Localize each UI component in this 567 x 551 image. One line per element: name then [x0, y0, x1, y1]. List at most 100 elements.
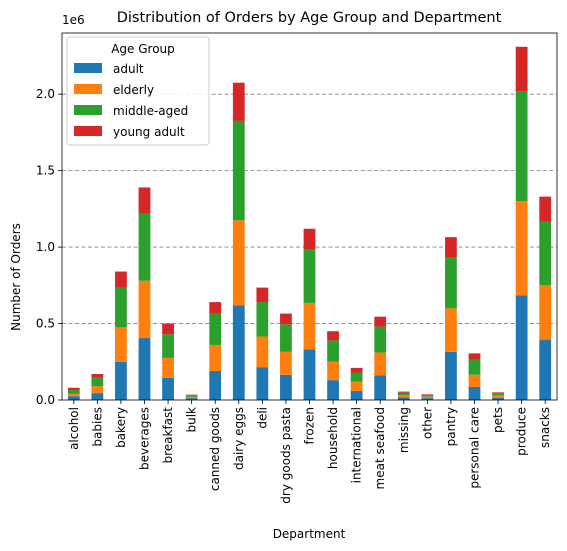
bar-segment-young-adult-beverages — [138, 187, 151, 214]
x-tick-label: pets — [491, 407, 505, 433]
bar-segment-young-adult-produce — [515, 46, 528, 92]
bar-segment-adult-dry-goods-pasta — [280, 374, 292, 400]
bar-segment-middle-aged-frozen — [303, 249, 316, 303]
bar-segment-elderly-missing — [397, 395, 410, 398]
x-tick-label: international — [350, 407, 364, 483]
x-tick-label: snacks — [538, 407, 552, 448]
bar-segment-elderly-bakery — [115, 327, 127, 362]
x-tick-label: beverages — [138, 407, 152, 470]
bar-segment-young-adult-deli — [256, 287, 269, 303]
x-tick-label: produce — [515, 407, 529, 456]
bar-segment-young-adult-alcohol — [67, 387, 80, 391]
legend: Age Group adult elderly middle-aged young a… — [66, 36, 210, 146]
bar-segment-adult-bulk — [185, 398, 198, 400]
bar-segment-young-adult-dairy-eggs — [232, 82, 245, 121]
bar-segment-middle-aged-international — [350, 372, 363, 382]
bar-segment-middle-aged-alcohol — [67, 390, 80, 394]
bar-segment-elderly-beverages — [138, 280, 151, 339]
bar-segment-elderly-deli — [256, 336, 269, 368]
x-tick-label: pantry — [444, 407, 458, 446]
bar-segment-middle-aged-personal-care — [468, 359, 481, 375]
bar-segment-elderly-international — [350, 381, 363, 391]
bar-segment-elderly-other — [421, 396, 434, 399]
bar-segment-adult-frozen — [303, 349, 316, 400]
legend-swatch — [74, 105, 102, 115]
x-axis-label: Department — [273, 527, 346, 541]
bar-segment-adult-alcohol — [67, 396, 80, 400]
y-tick-label: 0.5 — [36, 317, 55, 331]
bar-segment-middle-aged-pets — [492, 393, 504, 396]
bar-segment-middle-aged-meat-seafood — [374, 326, 387, 353]
bar-segment-middle-aged-bakery — [115, 287, 127, 328]
bar-segment-adult-dairy-eggs — [232, 305, 245, 400]
bar-segment-elderly-snacks — [539, 285, 552, 340]
bar-segment-adult-bakery — [115, 361, 127, 400]
x-axis: alcohol babies bakery beverages breakfast bul… — [67, 400, 552, 504]
bar-segment-middle-aged-bulk — [185, 395, 198, 397]
x-tick-label: dry goods pasta — [279, 407, 293, 504]
bar-segment-young-adult-household — [327, 331, 339, 341]
y-tick-label: 1.5 — [36, 164, 55, 178]
bar-segment-adult-canned-goods — [209, 370, 222, 400]
bar-segment-adult-other — [421, 398, 434, 400]
x-tick-label: missing — [397, 407, 411, 453]
legend-title: Age Group — [111, 42, 175, 56]
bar-segment-middle-aged-snacks — [539, 221, 552, 286]
bar-segment-young-adult-snacks — [539, 196, 552, 222]
y-tick-label: 2.0 — [36, 87, 55, 101]
x-tick-label: babies — [90, 407, 104, 447]
bar-segment-adult-breakfast — [162, 377, 174, 400]
bar-segment-middle-aged-breakfast — [162, 334, 174, 358]
y-axis-label: Number of Orders — [9, 223, 23, 331]
bar-segment-young-adult-meat-seafood — [374, 316, 387, 327]
y-axis: 0.0 0.5 1.0 1.5 2.0 — [36, 87, 62, 407]
bar-segment-young-adult-other — [421, 394, 434, 396]
bar-segment-adult-meat-seafood — [374, 375, 387, 400]
bar-segment-middle-aged-pantry — [445, 257, 457, 309]
legend-label: adult — [113, 62, 144, 76]
bar-segment-adult-babies — [91, 393, 104, 400]
x-tick-label: meat seafood — [373, 407, 387, 489]
bar-segment-elderly-dairy-eggs — [232, 220, 245, 306]
bar-segment-adult-international — [350, 390, 363, 400]
legend-swatch — [74, 63, 102, 73]
bar-segment-middle-aged-dry-goods-pasta — [280, 324, 292, 352]
bar-segment-adult-deli — [256, 367, 269, 400]
x-tick-label: household — [326, 407, 340, 469]
bars — [67, 46, 552, 400]
y-tick-label: 0.0 — [36, 393, 55, 407]
bar-segment-elderly-household — [327, 361, 339, 381]
bar-segment-young-adult-pets — [492, 392, 504, 394]
bar-segment-elderly-dry-goods-pasta — [280, 351, 292, 375]
bar-segment-middle-aged-beverages — [138, 213, 151, 281]
bar-segment-young-adult-missing — [397, 391, 410, 393]
x-tick-label: breakfast — [161, 407, 175, 464]
bar-segment-young-adult-pantry — [445, 237, 457, 258]
bar-segment-elderly-pets — [492, 395, 504, 398]
bar-segment-middle-aged-dairy-eggs — [232, 120, 245, 221]
bar-segment-young-adult-dry-goods-pasta — [280, 313, 292, 325]
legend-label: young adult — [113, 125, 185, 139]
x-tick-label: deli — [255, 407, 269, 429]
bar-segment-middle-aged-other — [421, 395, 434, 397]
legend-frame — [66, 36, 210, 146]
bar-segment-elderly-breakfast — [162, 357, 174, 378]
bar-segment-young-adult-babies — [91, 374, 104, 378]
bar-segment-adult-snacks — [539, 339, 552, 400]
x-tick-label: frozen — [303, 407, 317, 445]
x-tick-label: bulk — [185, 407, 199, 433]
y-tick-label: 1.0 — [36, 240, 55, 254]
bar-segment-elderly-canned-goods — [209, 344, 222, 371]
x-tick-label: personal care — [468, 407, 482, 489]
bar-segment-middle-aged-babies — [91, 377, 104, 387]
bar-segment-middle-aged-canned-goods — [209, 313, 222, 345]
bar-segment-elderly-babies — [91, 386, 104, 394]
bar-segment-young-adult-canned-goods — [209, 302, 222, 314]
bar-segment-young-adult-frozen — [303, 228, 316, 250]
bar-segment-adult-produce — [515, 295, 528, 400]
bar-segment-elderly-meat-seafood — [374, 352, 387, 376]
bar-segment-elderly-frozen — [303, 302, 316, 350]
bar-segment-middle-aged-household — [327, 340, 339, 362]
bar-segment-adult-missing — [397, 397, 410, 400]
